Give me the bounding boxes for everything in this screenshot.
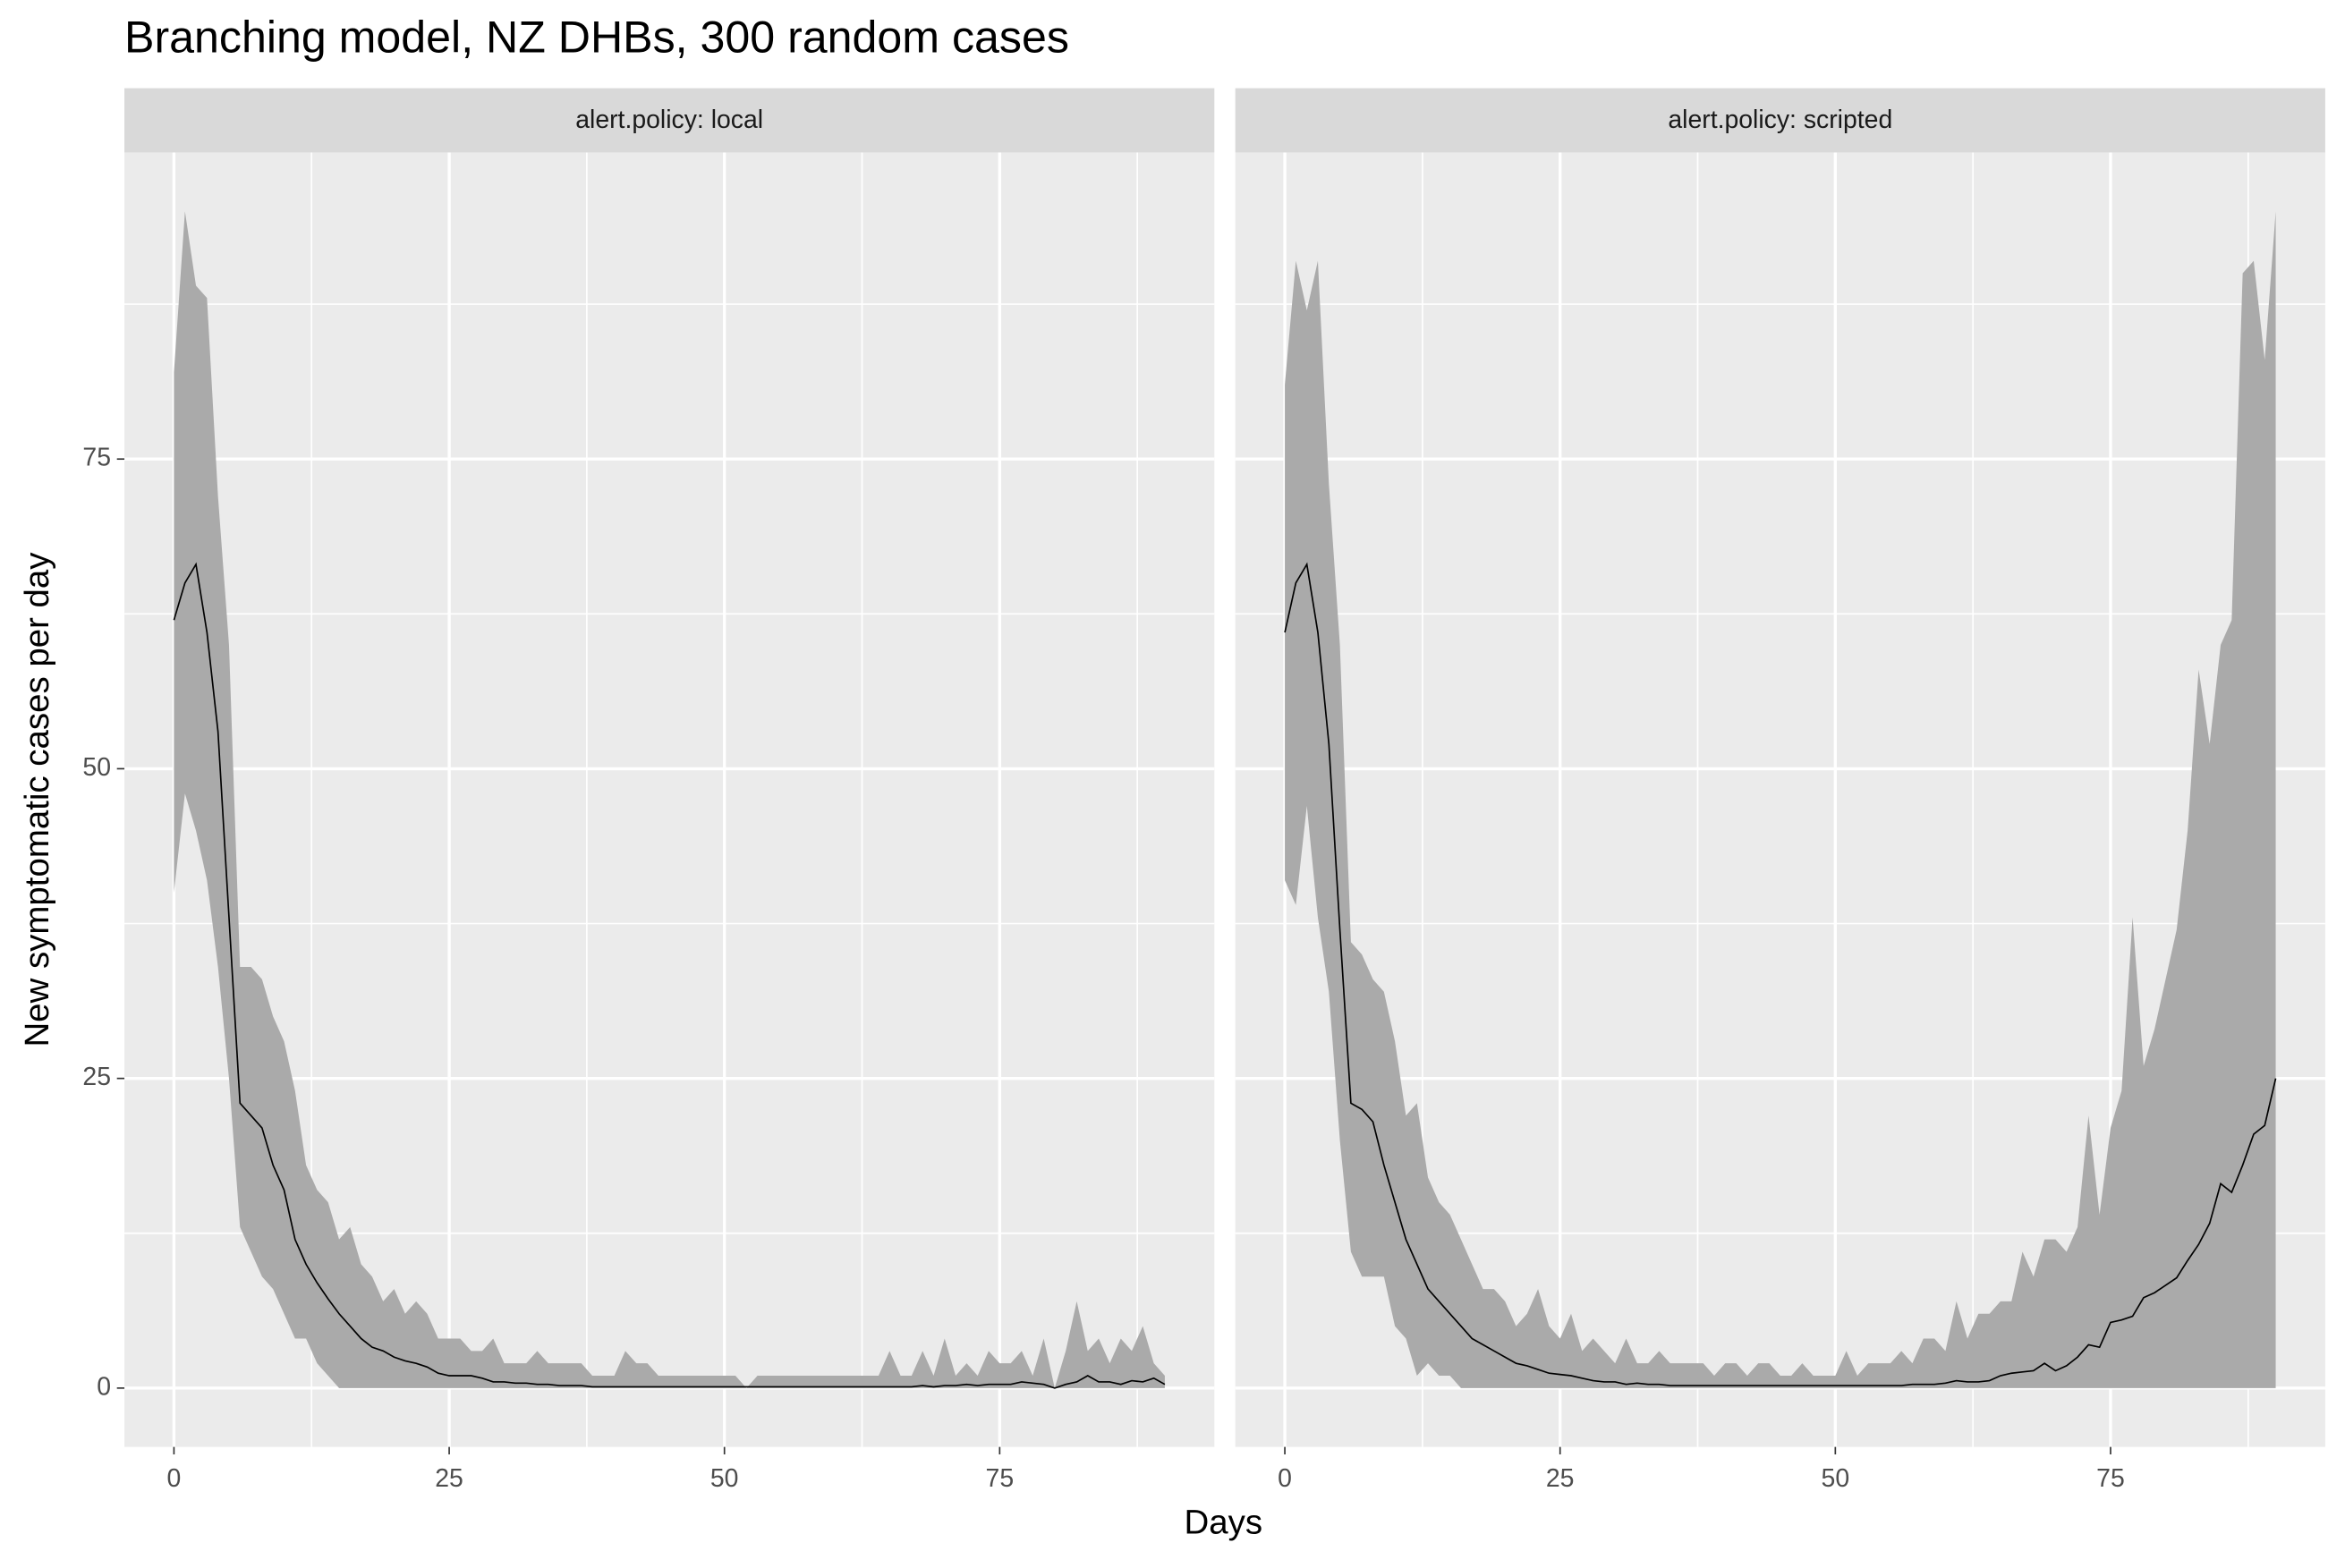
median-line bbox=[1284, 562, 2277, 1386]
y-tick-label: 50 bbox=[82, 753, 111, 782]
strip-label: alert.policy: scripted bbox=[1668, 106, 1892, 134]
y-tick-label: 25 bbox=[82, 1063, 111, 1091]
ribbon bbox=[174, 211, 1165, 1388]
y-tick-label: 0 bbox=[97, 1372, 111, 1401]
median-line bbox=[173, 562, 1166, 1389]
strip-label: alert.policy: local bbox=[575, 106, 763, 134]
x-axis-label: Days bbox=[1185, 1504, 1263, 1542]
x-tick-label: 50 bbox=[1822, 1464, 1850, 1493]
strip-background bbox=[124, 88, 1215, 153]
x-tick-label: 75 bbox=[986, 1464, 1015, 1493]
x-tick-label: 0 bbox=[1278, 1464, 1292, 1493]
x-tick-label: 0 bbox=[167, 1464, 182, 1493]
ribbon bbox=[1285, 211, 2276, 1388]
x-tick-label: 25 bbox=[1546, 1464, 1575, 1493]
x-tick-label: 25 bbox=[435, 1464, 463, 1493]
y-tick-label: 75 bbox=[82, 444, 111, 472]
x-tick-label: 50 bbox=[710, 1464, 739, 1493]
x-tick-label: 75 bbox=[2096, 1464, 2125, 1493]
chart-title: Branching model, NZ DHBs, 300 random cas… bbox=[124, 12, 1069, 62]
strip-background bbox=[1235, 88, 2325, 153]
y-axis-label: New symptomatic cases per day bbox=[18, 552, 56, 1047]
